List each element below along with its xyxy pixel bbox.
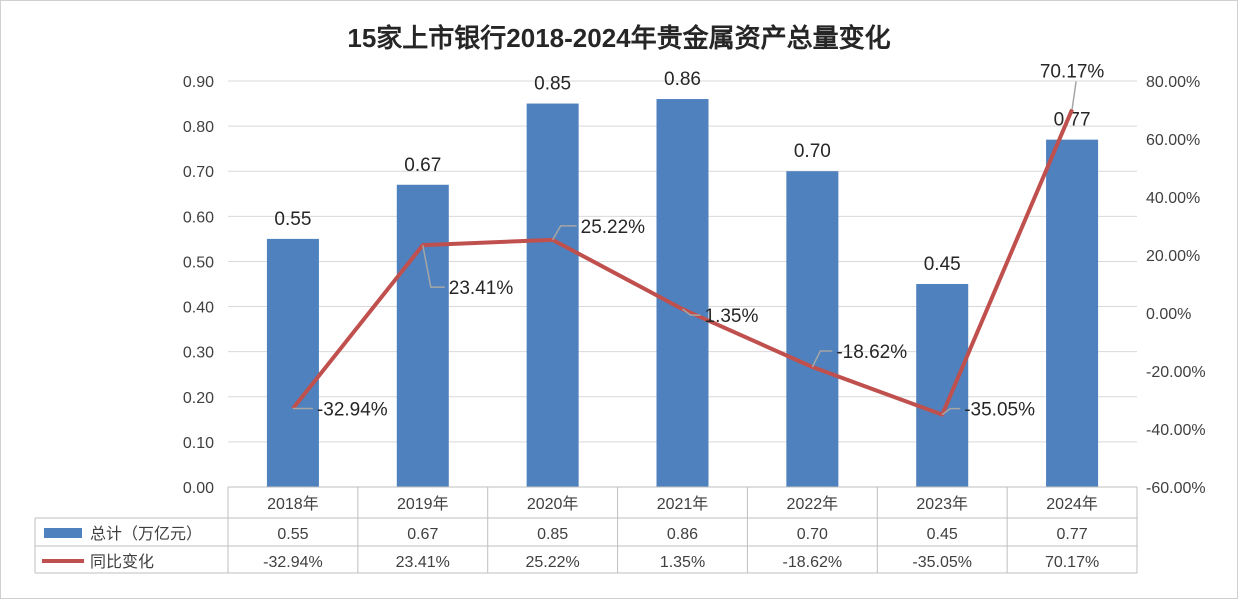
- bar: [526, 103, 579, 488]
- bar-data-label: 0.45: [924, 254, 961, 275]
- bar-data-label: 0.55: [274, 209, 311, 230]
- x-tick-label: 2020年: [527, 495, 579, 513]
- table-cell: -32.94%: [263, 554, 323, 571]
- x-tick-label: 2024年: [1046, 495, 1098, 513]
- y-right-tick-label: 60.00%: [1146, 132, 1200, 149]
- y-left-tick-label: 0.20: [183, 390, 214, 407]
- y-left-tick-label: 0.90: [183, 74, 214, 91]
- table-cell: -18.62%: [783, 554, 843, 571]
- leader-line: [1071, 81, 1077, 110]
- line-data-label: 70.17%: [1040, 62, 1105, 83]
- y-right-tick-label: -20.00%: [1146, 364, 1206, 381]
- y-right-tick-label: -60.00%: [1146, 480, 1206, 497]
- table-cell: 0.77: [1057, 526, 1088, 543]
- bar: [916, 284, 969, 487]
- y-left-tick-label: 0.70: [183, 164, 214, 181]
- x-tick-label: 2018年: [267, 495, 319, 513]
- bar-data-label: 0.77: [1054, 110, 1091, 131]
- line-data-label: -18.62%: [836, 342, 907, 363]
- bar: [266, 238, 319, 487]
- leader-line: [682, 308, 701, 316]
- table-cell: 23.41%: [396, 554, 450, 571]
- y-left-tick-label: 0.80: [183, 119, 214, 136]
- bar: [1046, 139, 1099, 487]
- line-data-label: 23.41%: [449, 278, 514, 299]
- y-right-tick-label: 40.00%: [1146, 190, 1200, 207]
- y-left-tick-label: 0.60: [183, 209, 214, 226]
- y-right-tick-label: 0.00%: [1146, 306, 1191, 323]
- y-left-tick-label: 0.10: [183, 435, 214, 452]
- table-cell: 0.85: [537, 526, 568, 543]
- bar: [656, 99, 709, 488]
- bar-data-label: 0.86: [664, 69, 701, 90]
- y-right-tick-label: 20.00%: [1146, 248, 1200, 265]
- line-data-label: -32.94%: [317, 400, 388, 421]
- y-right-tick-label: -40.00%: [1146, 422, 1206, 439]
- table-cell: -35.05%: [912, 554, 972, 571]
- legend-label-bar: 总计（万亿元）: [90, 525, 202, 543]
- leader-line: [941, 407, 961, 416]
- chart-title: 15家上市银行2018-2024年贵金属资产总量变化: [347, 23, 891, 53]
- table-cell: 0.45: [927, 526, 958, 543]
- x-tick-label: 2023年: [916, 495, 968, 513]
- y-left-tick-label: 0.40: [183, 300, 214, 317]
- table-cell: 70.17%: [1045, 554, 1099, 571]
- y-left-tick-label: 0.00: [183, 480, 214, 497]
- leader-line: [551, 225, 577, 241]
- y-right-tick-label: 80.00%: [1146, 74, 1200, 91]
- bar-data-label: 0.67: [404, 155, 441, 176]
- bar-data-label: 0.70: [794, 141, 831, 162]
- line-data-label: 25.22%: [581, 217, 646, 238]
- table-cell: 0.67: [407, 526, 438, 543]
- line-data-label: 1.35%: [705, 306, 759, 327]
- y-left-tick-label: 0.30: [183, 345, 214, 362]
- table-cell: 0.55: [277, 526, 308, 543]
- line-data-label: -35.05%: [964, 400, 1035, 421]
- x-tick-label: 2021年: [657, 495, 709, 513]
- bar: [396, 184, 449, 487]
- x-tick-label: 2022年: [787, 495, 839, 513]
- legend-label-line: 同比变化: [90, 553, 154, 571]
- bar-data-label: 0.85: [534, 74, 571, 95]
- table-cell: 25.22%: [526, 554, 580, 571]
- table-cell: 1.35%: [660, 554, 705, 571]
- legend-swatch-bar: [44, 528, 82, 538]
- y-left-tick-label: 0.50: [183, 254, 214, 271]
- x-tick-label: 2019年: [397, 495, 449, 513]
- table-cell: 0.70: [797, 526, 828, 543]
- bar: [786, 171, 839, 487]
- leader-line: [811, 350, 833, 368]
- table-cell: 0.86: [667, 526, 698, 543]
- leader-line: [422, 244, 445, 288]
